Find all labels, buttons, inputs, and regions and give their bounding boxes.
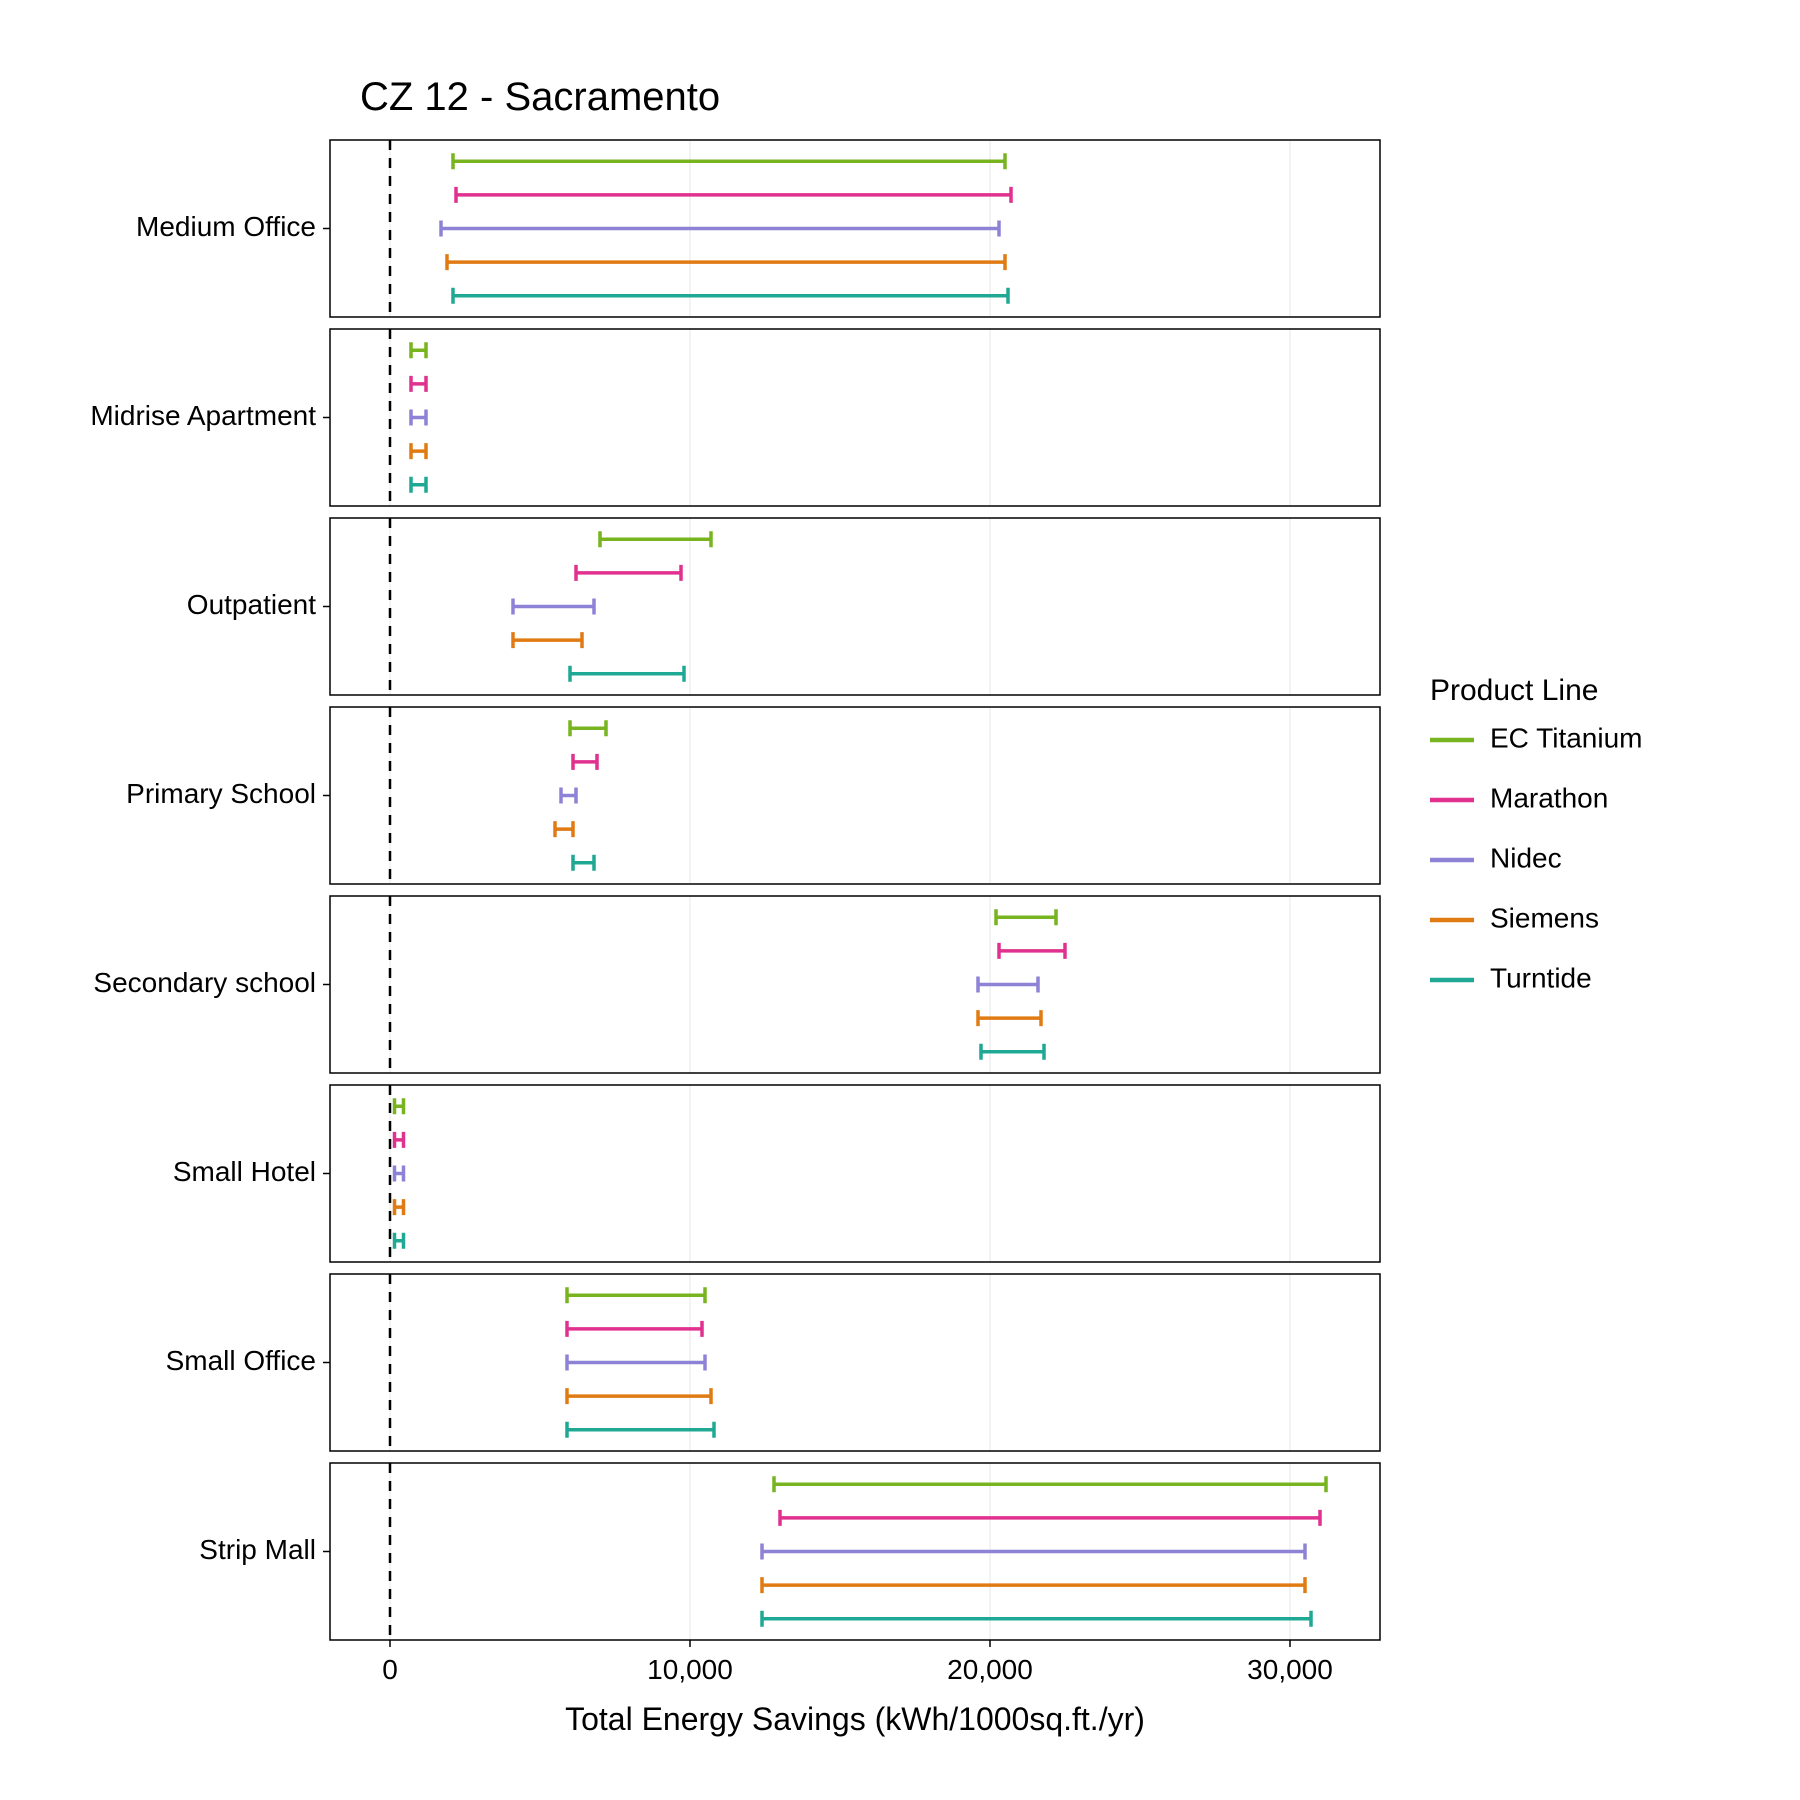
legend-label: Siemens: [1490, 902, 1599, 933]
facet-label: Small Hotel: [173, 1156, 316, 1187]
x-tick-label: 30,000: [1247, 1654, 1333, 1685]
legend-label: Nidec: [1490, 842, 1562, 873]
legend-title: Product Line: [1430, 674, 1598, 707]
legend-label: Marathon: [1490, 782, 1608, 813]
x-tick-label: 10,000: [647, 1654, 733, 1685]
energy-savings-chart: CZ 12 - Sacramento Medium Office Midrise A…: [0, 0, 1800, 1800]
facet-label: Midrise Apartment: [90, 400, 316, 431]
x-axis-label: Total Energy Savings (kWh/1000sq.ft./yr): [565, 1701, 1145, 1737]
chart-title: CZ 12 - Sacramento: [360, 75, 720, 119]
x-tick-label: 0: [382, 1654, 398, 1685]
legend-label: EC Titanium: [1490, 722, 1643, 753]
facet-label: Secondary school: [93, 967, 316, 998]
facet-label: Outpatient: [187, 589, 316, 620]
facet-label: Medium Office: [136, 211, 316, 242]
facet-label: Primary School: [126, 778, 316, 809]
legend-label: Turntide: [1490, 962, 1592, 993]
facet-label: Small Office: [166, 1345, 316, 1376]
x-tick-label: 20,000: [947, 1654, 1033, 1685]
facet-label: Strip Mall: [199, 1534, 316, 1565]
